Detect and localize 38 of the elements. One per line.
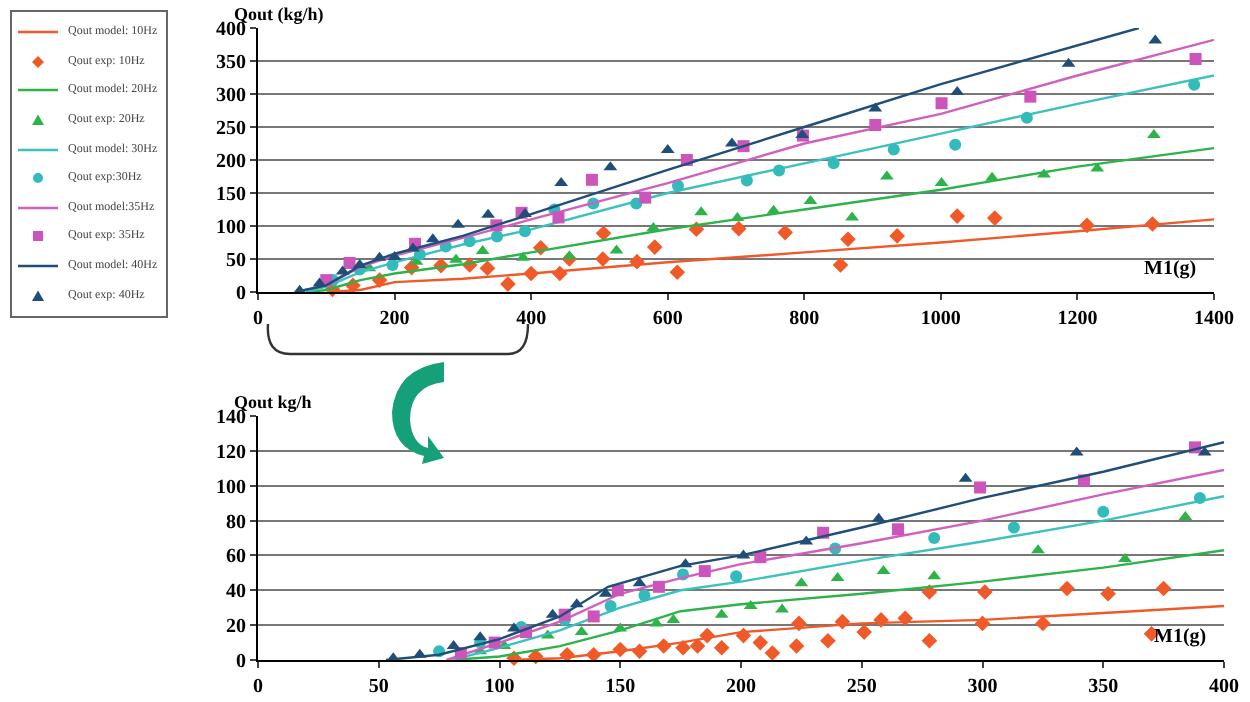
- x-tick-label: 100: [484, 676, 515, 698]
- x-tick-label: 1000: [920, 308, 961, 330]
- y-tick-label: 60: [226, 546, 246, 569]
- y-tick-label: 0: [236, 651, 246, 673]
- y-axis-title: Qout (kg/h): [234, 4, 324, 24]
- x-tick-label: 400: [516, 308, 547, 330]
- y-tick-label: 20: [226, 616, 246, 639]
- y-tick-label: 150: [216, 184, 246, 206]
- x-tick-label: 200: [379, 308, 410, 330]
- x-tick-label: 350: [1088, 676, 1119, 698]
- x-tick-label: 200: [726, 676, 756, 698]
- x-tick-label: 600: [652, 308, 683, 330]
- y-tick-label: 100: [216, 217, 246, 239]
- y-tick-label: 120: [216, 441, 246, 464]
- x-tick-label: 50: [368, 676, 389, 698]
- y-tick-label: 140: [216, 407, 246, 429]
- y-tick-label: 350: [216, 52, 246, 74]
- x-tick-label: 1200: [1057, 308, 1098, 330]
- x-axis-title: M1(g): [1154, 626, 1207, 648]
- y-tick-label: 80: [226, 511, 246, 534]
- x-tick-label: 0: [253, 676, 263, 698]
- y-tick-label: 300: [216, 85, 246, 107]
- y-tick-label: 250: [216, 118, 246, 140]
- y-tick-label: 400: [216, 19, 246, 41]
- y-axis-title: Qout kg/h: [234, 392, 312, 412]
- x-tick-label: 400: [1209, 676, 1239, 698]
- y-tick-label: 40: [226, 581, 246, 604]
- x-tick-label: 800: [789, 308, 820, 330]
- x-tick-label: 1400: [1194, 308, 1234, 330]
- x-tick-label: 300: [967, 676, 998, 698]
- y-tick-label: 200: [216, 151, 246, 173]
- y-tick-label: 100: [216, 476, 246, 499]
- x-tick-label: 150: [605, 676, 636, 698]
- x-tick-label: 250: [846, 676, 877, 698]
- x-tick-label: 0: [253, 308, 263, 330]
- y-tick-label: 0: [236, 283, 246, 305]
- y-tick-label: 50: [226, 250, 246, 272]
- x-axis-title: M1(g): [1144, 258, 1197, 280]
